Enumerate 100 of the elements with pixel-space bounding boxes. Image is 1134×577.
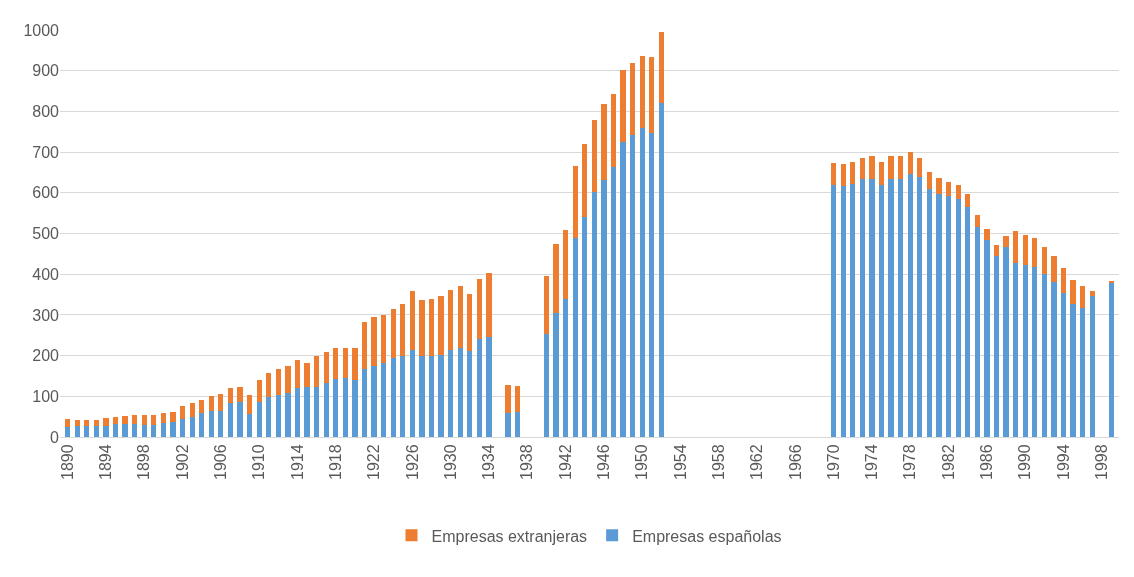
bar xyxy=(965,193,971,208)
x-tick-label: 1890 xyxy=(58,444,76,480)
bar xyxy=(898,178,904,437)
bar xyxy=(582,144,588,217)
y-tick-label: 900 xyxy=(32,62,60,80)
bar xyxy=(639,127,645,437)
bar xyxy=(342,348,348,379)
bar xyxy=(352,379,358,437)
x-tick-label: 1990 xyxy=(1016,444,1034,480)
bar xyxy=(438,296,444,355)
bar xyxy=(658,102,664,437)
bar xyxy=(448,350,454,437)
bar xyxy=(457,285,463,349)
x-tick-label: 1950 xyxy=(633,444,651,480)
bar xyxy=(361,368,368,437)
bar xyxy=(515,412,521,437)
bar xyxy=(323,352,329,384)
x-tick-label: 1982 xyxy=(939,444,957,480)
bar xyxy=(199,412,205,437)
y-tick-label: 400 xyxy=(32,265,60,283)
bar xyxy=(74,426,80,437)
bar xyxy=(304,362,310,387)
bar xyxy=(984,240,990,437)
x-tick-label: 1962 xyxy=(748,444,766,480)
bar xyxy=(381,315,387,363)
bar xyxy=(878,162,885,185)
bar xyxy=(486,336,492,437)
bar xyxy=(831,163,837,186)
bar xyxy=(342,378,348,437)
bar xyxy=(850,162,856,184)
bar xyxy=(965,207,971,437)
bar xyxy=(649,133,655,437)
bar xyxy=(620,142,626,437)
bar xyxy=(955,185,961,200)
bar xyxy=(457,348,463,437)
bar xyxy=(256,402,262,437)
bar xyxy=(926,188,933,437)
y-tick-label: 800 xyxy=(32,103,60,120)
bar xyxy=(438,354,444,437)
bar xyxy=(840,163,846,186)
bar xyxy=(400,356,406,437)
x-tick-label: 1934 xyxy=(480,444,498,480)
bar xyxy=(945,181,952,196)
bar xyxy=(227,402,234,437)
bar xyxy=(294,388,301,437)
x-tick-label: 1898 xyxy=(135,444,153,480)
bar xyxy=(869,156,875,179)
bar xyxy=(285,393,291,437)
bar xyxy=(304,386,310,437)
bar xyxy=(313,356,320,388)
bar xyxy=(955,199,961,437)
bar xyxy=(601,179,607,437)
bar xyxy=(333,379,339,437)
bar xyxy=(1089,295,1095,437)
bar xyxy=(266,372,272,398)
bar xyxy=(620,70,626,143)
bar xyxy=(361,322,368,369)
x-tick-label: 1910 xyxy=(250,444,268,480)
bar xyxy=(917,176,923,437)
bar xyxy=(543,334,550,437)
bar xyxy=(898,156,904,179)
bar xyxy=(160,412,167,424)
x-tick-label: 1906 xyxy=(212,444,230,480)
bar xyxy=(160,423,167,437)
bar xyxy=(888,156,894,179)
bar xyxy=(850,183,856,437)
bar xyxy=(179,405,186,420)
bar xyxy=(1079,307,1086,437)
bar xyxy=(208,410,214,437)
x-tick-label: 1922 xyxy=(365,444,383,480)
bar xyxy=(428,298,435,357)
bar xyxy=(1041,274,1047,437)
bar xyxy=(151,415,157,426)
bar xyxy=(189,403,195,418)
bar xyxy=(218,393,224,411)
bar xyxy=(859,157,866,179)
bar xyxy=(237,386,243,402)
bar xyxy=(1060,267,1067,294)
x-tick-label: 1974 xyxy=(863,444,881,480)
bar xyxy=(974,214,980,228)
bar xyxy=(467,351,473,437)
bar xyxy=(945,195,952,437)
bar xyxy=(974,227,980,437)
bar xyxy=(658,32,664,103)
bar xyxy=(582,216,588,437)
bar xyxy=(840,185,846,437)
bar xyxy=(907,152,913,174)
bar xyxy=(1089,290,1095,296)
bar xyxy=(65,427,71,437)
bar xyxy=(141,415,147,426)
bar xyxy=(610,94,617,167)
bar xyxy=(419,356,425,437)
x-tick-label: 1954 xyxy=(671,444,689,480)
y-tick-label: 300 xyxy=(32,306,60,324)
y-tick-label: 100 xyxy=(32,387,60,405)
bar xyxy=(419,299,425,357)
bar xyxy=(1108,282,1114,437)
bar xyxy=(1060,293,1067,437)
bar xyxy=(246,395,253,414)
bar xyxy=(553,243,559,313)
